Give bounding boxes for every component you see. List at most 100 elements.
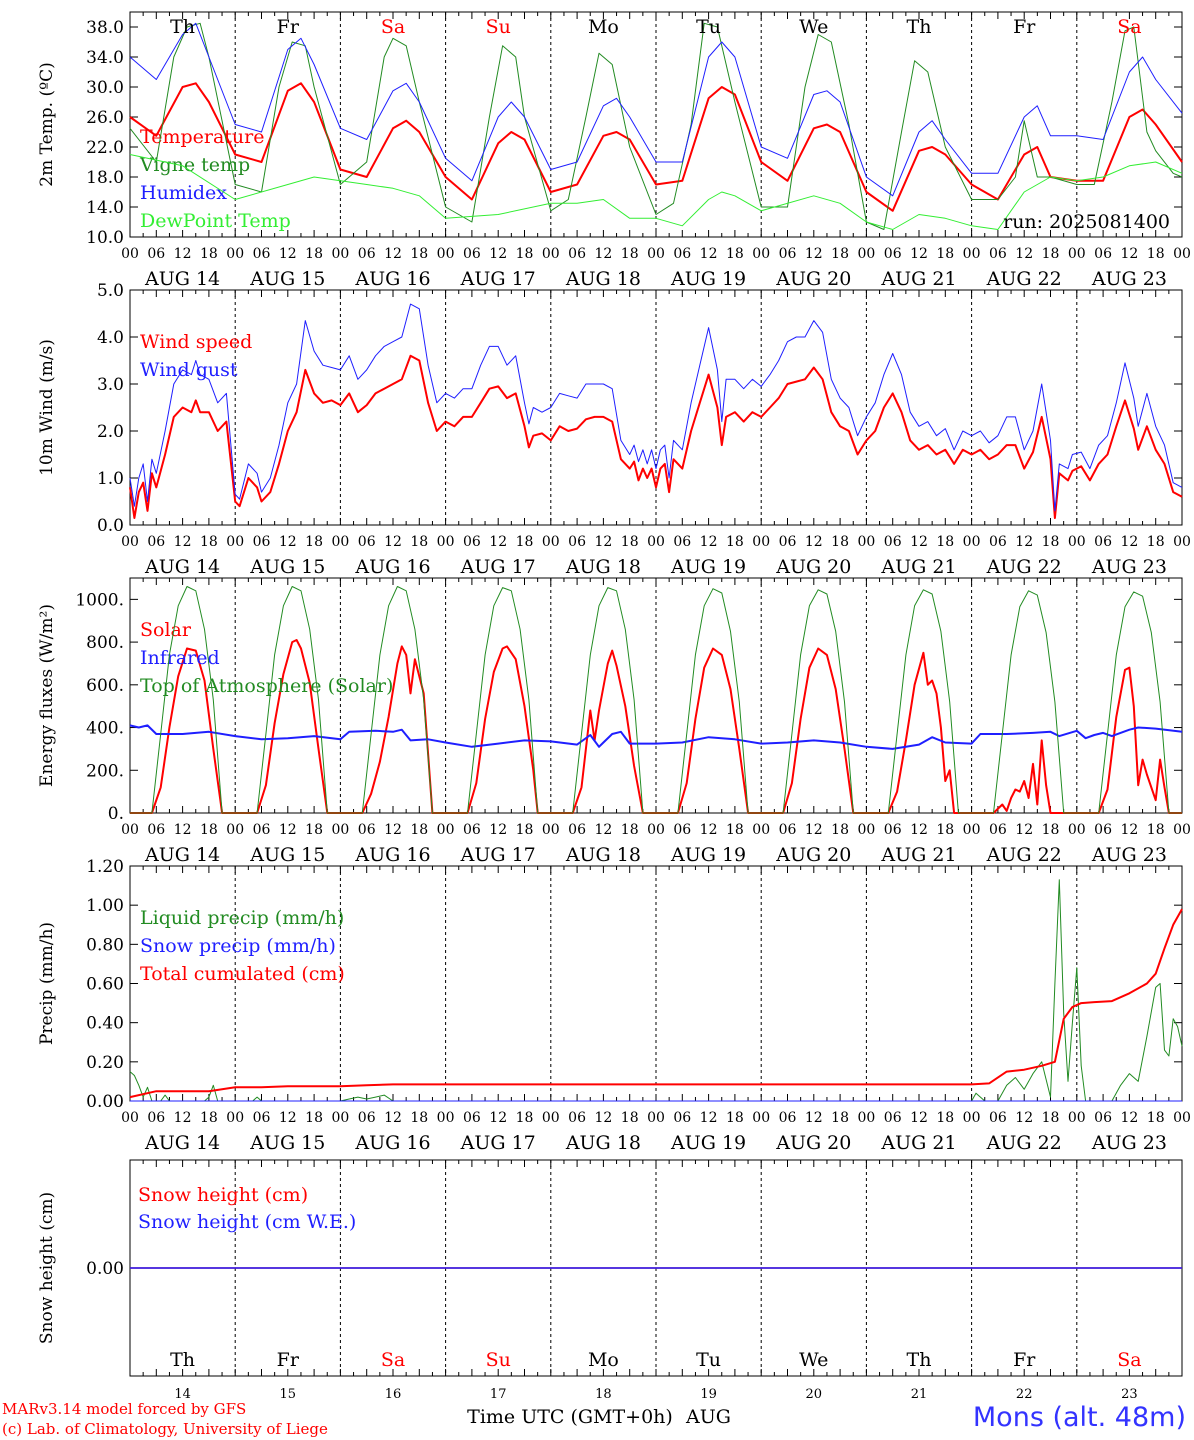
hour-label: 18 xyxy=(726,822,744,838)
hour-label: 06 xyxy=(989,1110,1007,1126)
hour-label: 00 xyxy=(647,822,665,838)
hour-label: 18 xyxy=(621,534,639,550)
date-label: AUG 23 xyxy=(1091,268,1167,290)
legend-entry: Snow precip (mm/h) xyxy=(140,935,336,957)
hour-label: 18 xyxy=(831,534,849,550)
hour-label: 12 xyxy=(805,246,823,262)
date-label: AUG 23 xyxy=(1091,844,1167,866)
hour-label: 00 xyxy=(857,822,875,838)
date-label: AUG 18 xyxy=(565,1132,641,1154)
legend-entry: Infrared xyxy=(140,647,220,669)
date-label: AUG 16 xyxy=(354,844,430,866)
hour-label: 06 xyxy=(673,246,691,262)
hour-label: 18 xyxy=(1147,822,1165,838)
hour-label: 00 xyxy=(1173,1110,1191,1126)
y-tick-label: 1.0 xyxy=(97,469,124,489)
day-number-label: 21 xyxy=(911,1387,928,1402)
hour-label: 00 xyxy=(857,534,875,550)
hour-label: 18 xyxy=(726,534,744,550)
date-label: AUG 14 xyxy=(144,1132,220,1154)
hour-label: 12 xyxy=(910,534,928,550)
hour-label: 06 xyxy=(568,246,586,262)
hour-label: 06 xyxy=(1094,534,1112,550)
day-number-label: 23 xyxy=(1121,1387,1138,1402)
hour-label: 00 xyxy=(542,822,560,838)
date-label: AUG 17 xyxy=(460,844,536,866)
y-tick-label: 400. xyxy=(86,719,124,739)
series-wind-speed xyxy=(129,354,1183,519)
date-label: AUG 22 xyxy=(986,1132,1062,1154)
day-number-label: 14 xyxy=(174,1387,191,1402)
hour-label: 06 xyxy=(253,534,271,550)
y-axis-label: 2m Temp. (ºC) xyxy=(37,62,57,187)
hour-label: 12 xyxy=(489,1110,507,1126)
day-of-week-label: Mo xyxy=(588,1349,619,1371)
hour-label: 12 xyxy=(279,246,297,262)
hour-label: 12 xyxy=(910,1110,928,1126)
y-tick-label: 0.00 xyxy=(86,1092,124,1112)
hour-label: 00 xyxy=(226,246,244,262)
hour-label: 00 xyxy=(1068,246,1086,262)
hour-label: 06 xyxy=(989,246,1007,262)
hour-label: 06 xyxy=(358,822,376,838)
hour-label: 12 xyxy=(384,1110,402,1126)
month-label: AUG xyxy=(685,1406,731,1428)
hour-label: 18 xyxy=(936,534,954,550)
hour-label: 12 xyxy=(384,246,402,262)
hour-label: 18 xyxy=(1042,1110,1060,1126)
hour-label: 00 xyxy=(1173,246,1191,262)
date-label: AUG 16 xyxy=(354,1132,430,1154)
hour-label: 06 xyxy=(1094,1110,1112,1126)
hour-label: 00 xyxy=(963,822,981,838)
hour-label: 06 xyxy=(779,246,797,262)
date-label: AUG 19 xyxy=(670,1132,746,1154)
date-label: AUG 19 xyxy=(670,556,746,578)
hour-label: 00 xyxy=(542,534,560,550)
hour-label: 18 xyxy=(621,822,639,838)
hour-label: 18 xyxy=(1042,534,1060,550)
hour-label: 18 xyxy=(410,822,428,838)
hour-label: 06 xyxy=(147,822,165,838)
hour-label: 18 xyxy=(200,1110,218,1126)
hour-label: 00 xyxy=(437,1110,455,1126)
lab-credit: (c) Lab. of Climatology, University of L… xyxy=(2,1420,328,1438)
hour-label: 18 xyxy=(936,246,954,262)
hour-label: 12 xyxy=(1120,1110,1138,1126)
hour-label: 18 xyxy=(200,246,218,262)
legend-entry: Top of Atmosphere (Solar) xyxy=(140,675,393,697)
day-of-week-label: Su xyxy=(486,1349,511,1371)
legend-entry: Temperature xyxy=(140,126,264,148)
hour-label: 18 xyxy=(831,246,849,262)
legend-entry: DewPoint Temp xyxy=(140,210,291,232)
date-label: AUG 22 xyxy=(986,844,1062,866)
hour-label: 12 xyxy=(594,246,612,262)
hour-label: 06 xyxy=(884,246,902,262)
series-infrared xyxy=(129,724,1183,750)
hour-label: 06 xyxy=(358,534,376,550)
hour-label: 18 xyxy=(726,246,744,262)
panel-precip: 0.00 0.20 0.40 0.60 0.80 1.00 1.20 Precip (mm/h… xyxy=(37,857,1191,1154)
series-wind-gust xyxy=(129,303,1183,512)
hour-label: 00 xyxy=(331,1110,349,1126)
date-label: AUG 15 xyxy=(249,844,325,866)
hour-label: 12 xyxy=(174,1110,192,1126)
date-label: AUG 15 xyxy=(249,1132,325,1154)
series-top-of-atmosphere-solar xyxy=(130,586,1182,814)
y-tick-label: 26.0 xyxy=(86,108,124,128)
hour-label: 06 xyxy=(253,246,271,262)
hour-label: 00 xyxy=(121,534,139,550)
y-tick-label: 0.80 xyxy=(86,935,124,955)
hour-label: 12 xyxy=(594,1110,612,1126)
series-solar xyxy=(130,639,1182,814)
hour-label: 06 xyxy=(463,534,481,550)
date-label: AUG 22 xyxy=(986,556,1062,578)
day-number-label: 15 xyxy=(280,1387,297,1402)
hour-label: 06 xyxy=(463,1110,481,1126)
run-annotation: run: 2025081400 xyxy=(1003,211,1170,233)
hour-label: 06 xyxy=(253,1110,271,1126)
y-tick-label: 1.00 xyxy=(86,896,124,916)
hour-label: 12 xyxy=(174,822,192,838)
hour-label: 00 xyxy=(437,822,455,838)
hour-label: 12 xyxy=(384,822,402,838)
